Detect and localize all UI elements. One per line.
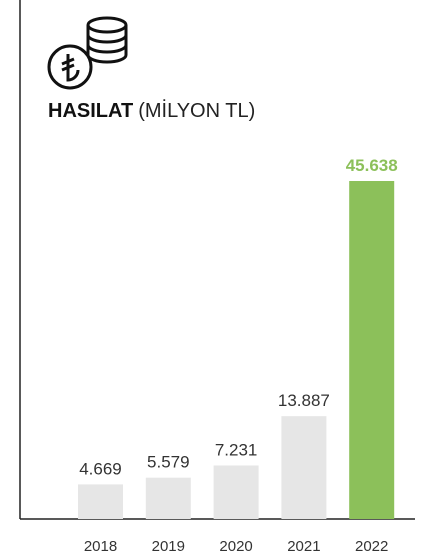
x-tick-label: 2019 xyxy=(152,538,185,555)
bar xyxy=(145,477,191,519)
coin-icon xyxy=(47,16,128,90)
x-tick-label: 2018 xyxy=(84,538,117,555)
chart-title: HASILAT xyxy=(48,100,133,122)
chart-subtitle: (MİLYON TL) xyxy=(138,99,255,122)
chart-title-group: HASILAT (MİLYON TL) xyxy=(48,99,255,122)
bar xyxy=(78,484,123,519)
value-label: 13.887 xyxy=(278,391,330,410)
value-label: 7.231 xyxy=(215,440,258,459)
x-tick-label: 2020 xyxy=(219,538,252,555)
value-label: 4.669 xyxy=(79,459,122,478)
bar xyxy=(213,465,259,519)
value-label: 5.579 xyxy=(147,453,190,472)
x-tick-label: 2021 xyxy=(287,538,320,555)
bar xyxy=(349,181,395,519)
bar xyxy=(281,416,327,519)
value-label: 45.638 xyxy=(346,156,398,175)
x-tick-label: 2022 xyxy=(355,538,388,555)
